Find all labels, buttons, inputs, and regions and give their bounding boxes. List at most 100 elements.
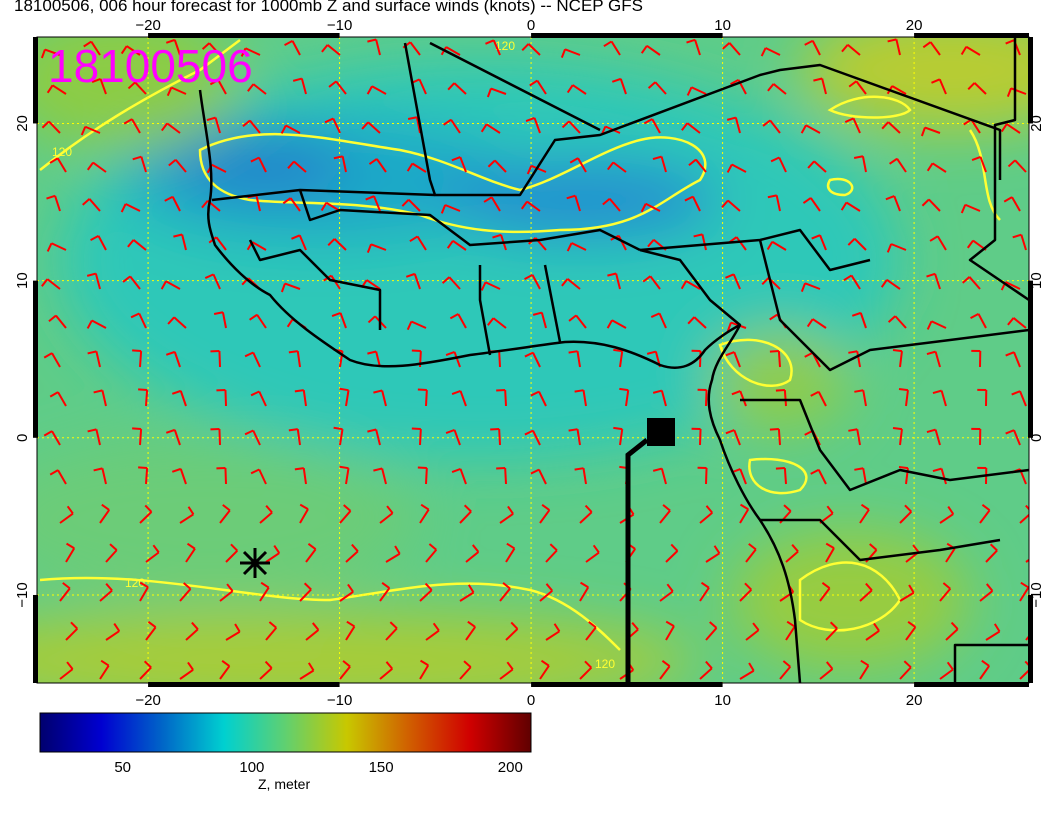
wind-barb: [854, 389, 867, 407]
wind-barb: [321, 44, 341, 56]
wind-barb: [299, 503, 309, 524]
wind-barb: [365, 195, 381, 212]
wind-barb: [43, 352, 61, 368]
wind-barb: [46, 84, 67, 95]
wind-barb: [402, 41, 421, 56]
contour-label: 120: [495, 39, 515, 53]
wind-barb: [800, 282, 821, 293]
wind-barb: [496, 467, 507, 485]
wind-barb: [932, 389, 947, 407]
wind-barb: [691, 349, 702, 368]
wind-barb: [939, 506, 955, 524]
wind-barb: [225, 543, 239, 563]
asterisk-marker: [240, 548, 270, 578]
wind-barb: [305, 543, 317, 563]
wind-barb: [80, 125, 101, 136]
wind-barb: [425, 622, 440, 641]
wind-barb: [486, 87, 507, 98]
wind-barb: [459, 504, 472, 524]
wind-barb: [167, 316, 187, 329]
wind-barb: [699, 581, 710, 602]
wind-barb: [179, 582, 192, 602]
wind-barb: [59, 661, 74, 680]
wind-barb: [216, 467, 227, 485]
wind-barb: [145, 544, 160, 563]
wind-barb: [451, 468, 467, 485]
scale-bar: [914, 33, 1029, 38]
wind-barb: [892, 427, 903, 446]
wind-barb: [161, 122, 181, 134]
wind-barb: [807, 160, 827, 173]
scale-bar: [1028, 280, 1033, 438]
wind-barb: [83, 40, 101, 56]
wind-barb: [419, 503, 430, 524]
wind-barb: [480, 281, 501, 291]
wind-barb: [665, 543, 679, 563]
wind-barb: [739, 582, 753, 602]
wind-barb: [105, 543, 118, 563]
wind-barb: [48, 314, 67, 329]
wind-barb: [1005, 351, 1021, 368]
wind-barb: [810, 468, 827, 485]
wind-barb: [699, 505, 714, 524]
wind-barb: [800, 124, 821, 134]
colorbar-tick-label: 50: [114, 759, 131, 776]
wind-barb: [659, 583, 674, 602]
wind-barb: [971, 156, 987, 173]
wind-barb: [681, 122, 701, 134]
wind-barb: [574, 467, 587, 485]
wind-barb: [210, 350, 221, 368]
wind-barb: [962, 276, 981, 290]
wind-barb: [361, 121, 381, 134]
scale-bar: [1028, 37, 1033, 124]
wind-barb: [417, 466, 428, 485]
wind-barb: [1003, 196, 1021, 212]
wind-barb: [90, 234, 107, 251]
wind-barb: [568, 350, 581, 368]
wind-barb: [366, 85, 387, 95]
wind-barb: [120, 203, 141, 213]
wind-barb: [288, 428, 301, 446]
wind-barb: [779, 660, 792, 680]
wind-barb: [530, 390, 547, 407]
wind-barb: [86, 161, 107, 173]
wind-barb: [247, 83, 267, 95]
wind-barb: [345, 543, 359, 563]
wind-barb: [324, 117, 341, 134]
wind-barb: [767, 194, 781, 212]
colorbar: 50 100 150 200: [39, 712, 532, 776]
wind-barb: [411, 427, 422, 446]
wind-barb: [86, 319, 107, 329]
wind-barb: [105, 623, 121, 641]
wind-barb: [82, 198, 101, 212]
wind-barb: [441, 276, 461, 290]
wind-barb: [282, 197, 301, 212]
wind-barb: [970, 312, 987, 329]
wind-barb: [691, 427, 702, 446]
lon-tick-label: 0: [527, 17, 535, 34]
wind-barb: [43, 430, 61, 446]
wind-barb: [93, 389, 107, 407]
wind-barb: [899, 584, 915, 602]
wind-barb: [539, 583, 554, 602]
wind-barb: [499, 505, 514, 524]
wind-barb: [459, 584, 475, 602]
wind-barb: [139, 581, 149, 602]
wind-barb: [848, 428, 861, 446]
wind-barb: [847, 237, 867, 251]
wind-barb: [65, 621, 79, 641]
wind-barb: [127, 81, 147, 95]
wind-barb: [465, 544, 480, 563]
wind-barb: [219, 659, 231, 680]
wind-barb: [447, 82, 467, 95]
wind-barb: [487, 159, 507, 173]
wind-barb: [979, 583, 994, 602]
wind-barb: [219, 583, 234, 602]
wind-barb: [568, 314, 587, 329]
wind-barb: [99, 659, 110, 680]
wind-barb: [299, 662, 315, 680]
wind-barb: [451, 156, 467, 173]
lat-tick-label: −10: [14, 582, 31, 607]
wind-barb: [880, 279, 901, 290]
wind-barb: [819, 661, 834, 680]
